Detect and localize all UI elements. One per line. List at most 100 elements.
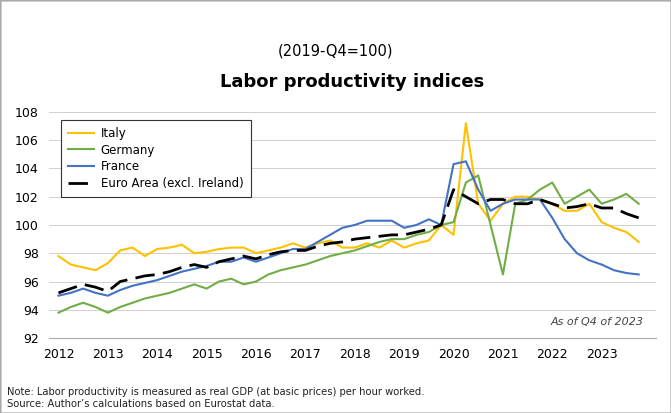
France [511,197,519,202]
Germany [437,223,446,228]
Italy [141,254,149,259]
France [523,197,531,202]
Euro Area (excl. Ireland) [388,233,396,237]
Euro Area (excl. Ireland) [548,201,556,206]
Germany [585,187,593,192]
Euro Area (excl. Ireland) [437,223,446,228]
Euro Area (excl. Ireland) [276,249,285,254]
Germany [326,254,334,259]
France [264,255,272,260]
Euro Area (excl. Ireland) [536,197,544,202]
Germany [104,310,112,315]
Italy [129,245,137,250]
Germany [166,290,174,295]
Euro Area (excl. Ireland) [363,235,371,240]
Italy [351,245,359,250]
Italy [252,251,260,256]
France [301,247,309,252]
Germany [314,258,322,263]
Germany [523,197,531,202]
Germany [622,191,630,196]
Italy [450,233,458,237]
France [141,280,149,285]
Italy [166,245,174,250]
Italy [585,201,593,206]
Germany [227,276,236,281]
Euro Area (excl. Ireland) [289,248,297,253]
Italy [622,230,630,235]
Italy [153,247,161,252]
France [499,201,507,206]
Italy [413,241,421,246]
Line: Euro Area (excl. Ireland): Euro Area (excl. Ireland) [58,190,639,293]
Italy [425,238,433,243]
Euro Area (excl. Ireland) [450,187,458,192]
Germany [67,304,75,309]
Line: France: France [58,161,639,296]
Italy [227,245,236,250]
Text: As of Q4 of 2023: As of Q4 of 2023 [551,317,644,327]
Euro Area (excl. Ireland) [635,216,643,221]
France [252,259,260,264]
Italy [203,249,211,254]
Euro Area (excl. Ireland) [413,230,421,235]
Italy [363,241,371,246]
Germany [116,304,124,309]
Euro Area (excl. Ireland) [376,234,384,239]
Germany [178,286,186,291]
Italy [104,261,112,266]
Euro Area (excl. Ireland) [240,254,248,259]
Line: Germany: Germany [58,176,639,313]
Euro Area (excl. Ireland) [227,256,236,261]
France [413,223,421,228]
Italy [79,265,87,270]
Euro Area (excl. Ireland) [486,197,495,202]
Text: Note: Labor productivity is measured as real GDP (at basic prices) per hour work: Note: Labor productivity is measured as … [7,387,424,409]
France [215,259,223,264]
Germany [400,237,408,242]
Germany [252,279,260,284]
Germany [450,220,458,225]
France [289,247,297,252]
Germany [474,173,482,178]
Germany [91,304,99,309]
Germany [79,300,87,305]
France [462,159,470,164]
Italy [474,201,482,206]
Italy [326,238,334,243]
Germany [635,201,643,206]
Germany [54,310,62,315]
Germany [462,180,470,185]
France [598,262,606,267]
France [437,223,446,228]
Euro Area (excl. Ireland) [91,285,99,290]
France [400,225,408,230]
France [635,272,643,277]
Italy [511,194,519,199]
Germany [573,194,581,199]
Italy [276,245,285,250]
Germany [203,286,211,291]
Italy [573,208,581,213]
France [560,237,568,242]
France [363,218,371,223]
Euro Area (excl. Ireland) [523,201,531,206]
Italy [635,240,643,244]
Germany [264,272,272,277]
Line: Italy: Italy [58,123,639,270]
Italy [560,208,568,213]
Germany [240,282,248,287]
Euro Area (excl. Ireland) [215,259,223,264]
Euro Area (excl. Ireland) [400,233,408,237]
Euro Area (excl. Ireland) [598,206,606,211]
Euro Area (excl. Ireland) [326,241,334,246]
Euro Area (excl. Ireland) [191,262,199,267]
Germany [511,201,519,206]
Italy [548,201,556,206]
Italy [264,248,272,253]
Euro Area (excl. Ireland) [203,265,211,270]
Euro Area (excl. Ireland) [338,240,346,244]
France [240,255,248,260]
Germany [486,223,495,228]
France [536,197,544,202]
